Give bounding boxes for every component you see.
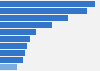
Bar (0, 22, 52, 28)
Bar (0, 43, 27, 49)
Bar (0, 8, 88, 14)
Bar (0, 57, 23, 63)
Bar (0, 64, 17, 70)
Bar (0, 50, 25, 56)
Bar (0, 36, 30, 42)
Bar (0, 1, 95, 7)
Bar (0, 15, 68, 21)
Bar (0, 29, 36, 35)
